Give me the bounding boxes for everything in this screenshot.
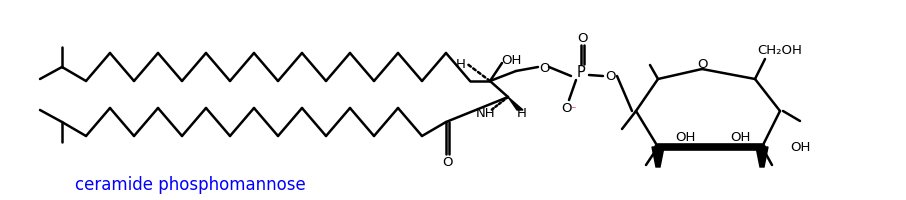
Text: O: O	[562, 102, 573, 115]
Text: H: H	[456, 57, 466, 70]
Text: OH: OH	[501, 53, 521, 66]
Text: NH: NH	[477, 107, 496, 120]
Polygon shape	[508, 98, 523, 110]
Text: O: O	[604, 70, 615, 83]
Text: ceramide phosphomannose: ceramide phosphomannose	[74, 175, 305, 193]
Text: OH: OH	[790, 141, 810, 154]
Text: O: O	[442, 156, 452, 169]
Text: ⁻: ⁻	[570, 104, 575, 114]
Polygon shape	[756, 147, 768, 167]
Text: O: O	[697, 58, 708, 71]
Text: O: O	[577, 31, 587, 44]
Text: OH: OH	[675, 131, 695, 144]
Text: H: H	[517, 107, 527, 120]
Polygon shape	[652, 147, 664, 167]
Text: OH: OH	[730, 131, 750, 144]
Text: O: O	[539, 61, 549, 74]
Text: CH₂OH: CH₂OH	[757, 43, 803, 56]
Text: P: P	[576, 65, 585, 80]
